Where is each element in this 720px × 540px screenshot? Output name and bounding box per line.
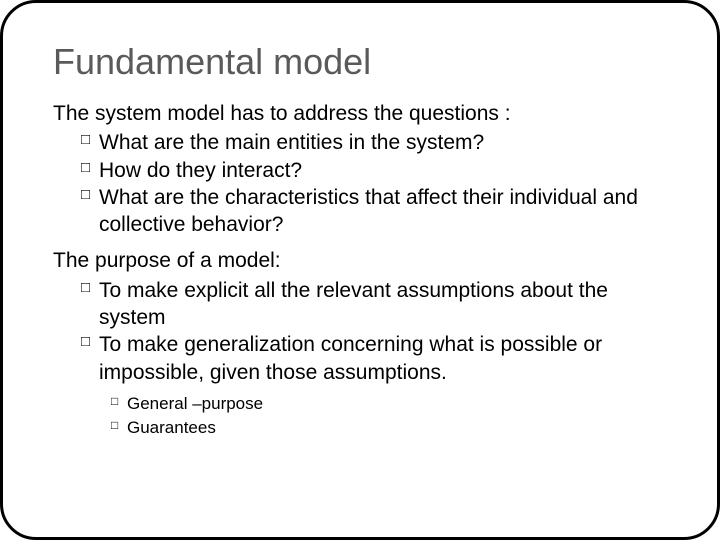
section2-list: To make explicit all the relevant assump… [53,277,667,386]
slide-container: Fundamental model The system model has t… [0,0,720,540]
list-item: What are the main entities in the system… [81,129,667,156]
list-item: To make generalization concerning what i… [81,331,667,386]
section2-intro: The purpose of a model: [53,248,667,274]
section2-sublist: General –purpose Guarantees [53,392,667,440]
list-item: What are the characteristics that affect… [81,184,667,239]
sub-list-item: Guarantees [111,416,667,440]
section1-list: What are the main entities in the system… [53,129,667,238]
sub-list-item: General –purpose [111,392,667,416]
list-item: How do they interact? [81,157,667,184]
list-item: To make explicit all the relevant assump… [81,277,667,332]
section1-intro: The system model has to address the ques… [53,101,667,127]
slide-title: Fundamental model [53,41,667,83]
